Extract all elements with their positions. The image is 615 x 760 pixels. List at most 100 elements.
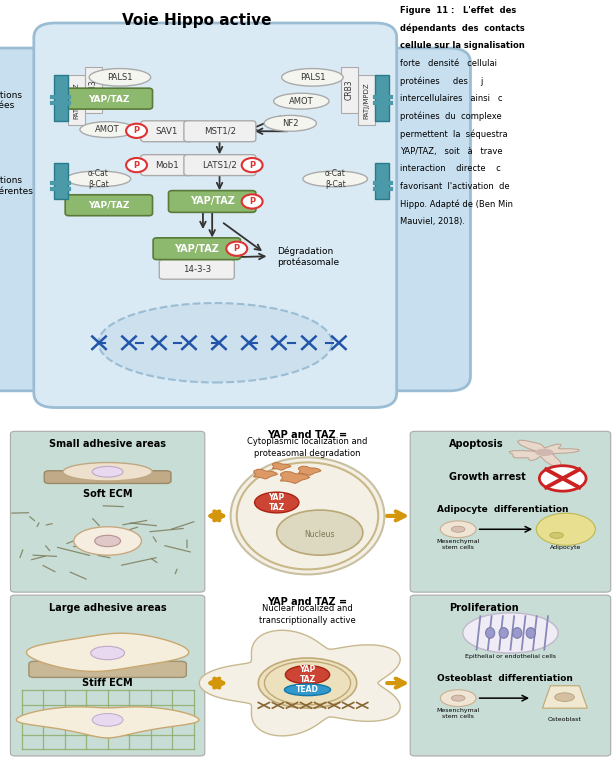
Ellipse shape [440, 690, 476, 707]
Text: α-Cat
β-Cat: α-Cat β-Cat [88, 169, 109, 188]
Text: interaction    directe    c: interaction directe c [400, 164, 501, 173]
Text: YAP/TAZ: YAP/TAZ [88, 201, 130, 210]
Text: YAP and TAZ =: YAP and TAZ = [268, 597, 347, 607]
Ellipse shape [451, 526, 465, 532]
Text: PALS1: PALS1 [300, 73, 325, 82]
Text: PATJ/MPDZ: PATJ/MPDZ [363, 82, 370, 119]
Text: Apoptosis: Apoptosis [449, 439, 504, 449]
Ellipse shape [284, 684, 331, 695]
Ellipse shape [258, 658, 357, 708]
Circle shape [539, 466, 586, 491]
Ellipse shape [91, 646, 124, 660]
Ellipse shape [80, 122, 135, 138]
Text: Jonctions
serrées: Jonctions serrées [0, 90, 23, 110]
FancyBboxPatch shape [184, 155, 256, 176]
Text: favorisant  l'activation  de: favorisant l'activation de [400, 182, 509, 191]
Text: Nucleus: Nucleus [304, 530, 335, 539]
Polygon shape [17, 707, 199, 738]
Text: P: P [249, 197, 255, 206]
Text: Mauviel, 2018).: Mauviel, 2018). [400, 217, 465, 226]
Circle shape [226, 242, 247, 256]
Text: Nuclear localized and
transcriptionally active: Nuclear localized and transcriptionally … [259, 603, 356, 625]
Text: AMOT: AMOT [289, 97, 314, 106]
FancyBboxPatch shape [153, 238, 240, 260]
Polygon shape [280, 471, 310, 483]
Text: YAP/TAZ: YAP/TAZ [175, 244, 219, 254]
FancyBboxPatch shape [184, 121, 256, 141]
FancyBboxPatch shape [169, 191, 256, 212]
Ellipse shape [274, 93, 329, 109]
Ellipse shape [89, 68, 151, 86]
Polygon shape [26, 633, 189, 671]
Text: intercellulaires   ainsi   c: intercellulaires ainsi c [400, 94, 502, 103]
Ellipse shape [282, 68, 343, 86]
FancyBboxPatch shape [341, 48, 470, 391]
Text: Proliferation: Proliferation [449, 603, 518, 613]
Text: Small adhesive areas: Small adhesive areas [49, 439, 166, 449]
Polygon shape [298, 466, 321, 476]
FancyBboxPatch shape [44, 470, 171, 483]
Text: MST1/2: MST1/2 [204, 127, 236, 136]
Text: YAP and TAZ =: YAP and TAZ = [268, 430, 347, 440]
Polygon shape [254, 469, 277, 479]
Ellipse shape [440, 521, 476, 537]
FancyBboxPatch shape [141, 121, 192, 141]
Bar [85, 67, 102, 112]
Text: NF2: NF2 [282, 119, 298, 128]
Text: CRB3: CRB3 [345, 80, 354, 100]
Circle shape [242, 195, 263, 208]
Ellipse shape [264, 116, 316, 131]
Text: Growth arrest: Growth arrest [449, 473, 526, 483]
Ellipse shape [231, 458, 384, 575]
Text: YAP
TAZ: YAP TAZ [300, 665, 315, 685]
Ellipse shape [92, 467, 123, 477]
Polygon shape [509, 440, 579, 467]
Ellipse shape [463, 613, 558, 653]
Bar [341, 67, 358, 112]
Ellipse shape [513, 628, 522, 638]
Ellipse shape [303, 171, 368, 187]
Text: Stiff ECM: Stiff ECM [82, 678, 133, 688]
Text: 14-3-3: 14-3-3 [183, 265, 211, 274]
Text: AMOT: AMOT [95, 125, 120, 134]
Text: Dégradation
protéasomale: Dégradation protéasomale [277, 247, 339, 268]
Text: dépendants  des  contacts: dépendants des contacts [400, 24, 525, 33]
Text: CRB3: CRB3 [89, 80, 98, 100]
Bar [54, 163, 68, 198]
Polygon shape [272, 463, 291, 470]
Text: Voie Hippo active: Voie Hippo active [122, 12, 272, 27]
Ellipse shape [277, 510, 363, 555]
Text: protéines  du  complexe: protéines du complexe [400, 112, 501, 121]
Text: Mesenchymal
stem cells: Mesenchymal stem cells [437, 539, 480, 549]
Text: α-Cat
β-Cat: α-Cat β-Cat [325, 169, 346, 188]
Text: LATS1/2: LATS1/2 [202, 160, 237, 169]
FancyBboxPatch shape [141, 155, 192, 176]
Text: Soft ECM: Soft ECM [83, 489, 132, 499]
Text: Adipocyte: Adipocyte [550, 545, 582, 550]
Text: forte   densité   cellulai: forte densité cellulai [400, 59, 497, 68]
Text: PATJ/MPDZ: PATJ/MPDZ [73, 82, 79, 119]
Ellipse shape [555, 693, 574, 701]
Text: P: P [133, 160, 140, 169]
Text: Mob1: Mob1 [155, 160, 178, 169]
Ellipse shape [526, 628, 535, 638]
Ellipse shape [499, 628, 509, 638]
Text: SAV1: SAV1 [156, 127, 178, 136]
Ellipse shape [486, 628, 495, 638]
Ellipse shape [451, 695, 465, 701]
Ellipse shape [92, 714, 123, 727]
Text: YAP/TAZ: YAP/TAZ [88, 94, 130, 103]
Bar [68, 75, 85, 125]
FancyBboxPatch shape [159, 260, 234, 279]
Text: P: P [234, 244, 240, 253]
Text: Figure  11 :   L'effet  des: Figure 11 : L'effet des [400, 6, 516, 15]
Text: YAP/TAZ: YAP/TAZ [190, 197, 234, 207]
Polygon shape [542, 686, 587, 708]
Ellipse shape [550, 532, 563, 538]
Text: Large adhesive areas: Large adhesive areas [49, 603, 167, 613]
FancyBboxPatch shape [65, 195, 153, 216]
Circle shape [126, 158, 147, 173]
Ellipse shape [66, 171, 130, 187]
FancyBboxPatch shape [10, 431, 205, 592]
Circle shape [126, 124, 147, 138]
